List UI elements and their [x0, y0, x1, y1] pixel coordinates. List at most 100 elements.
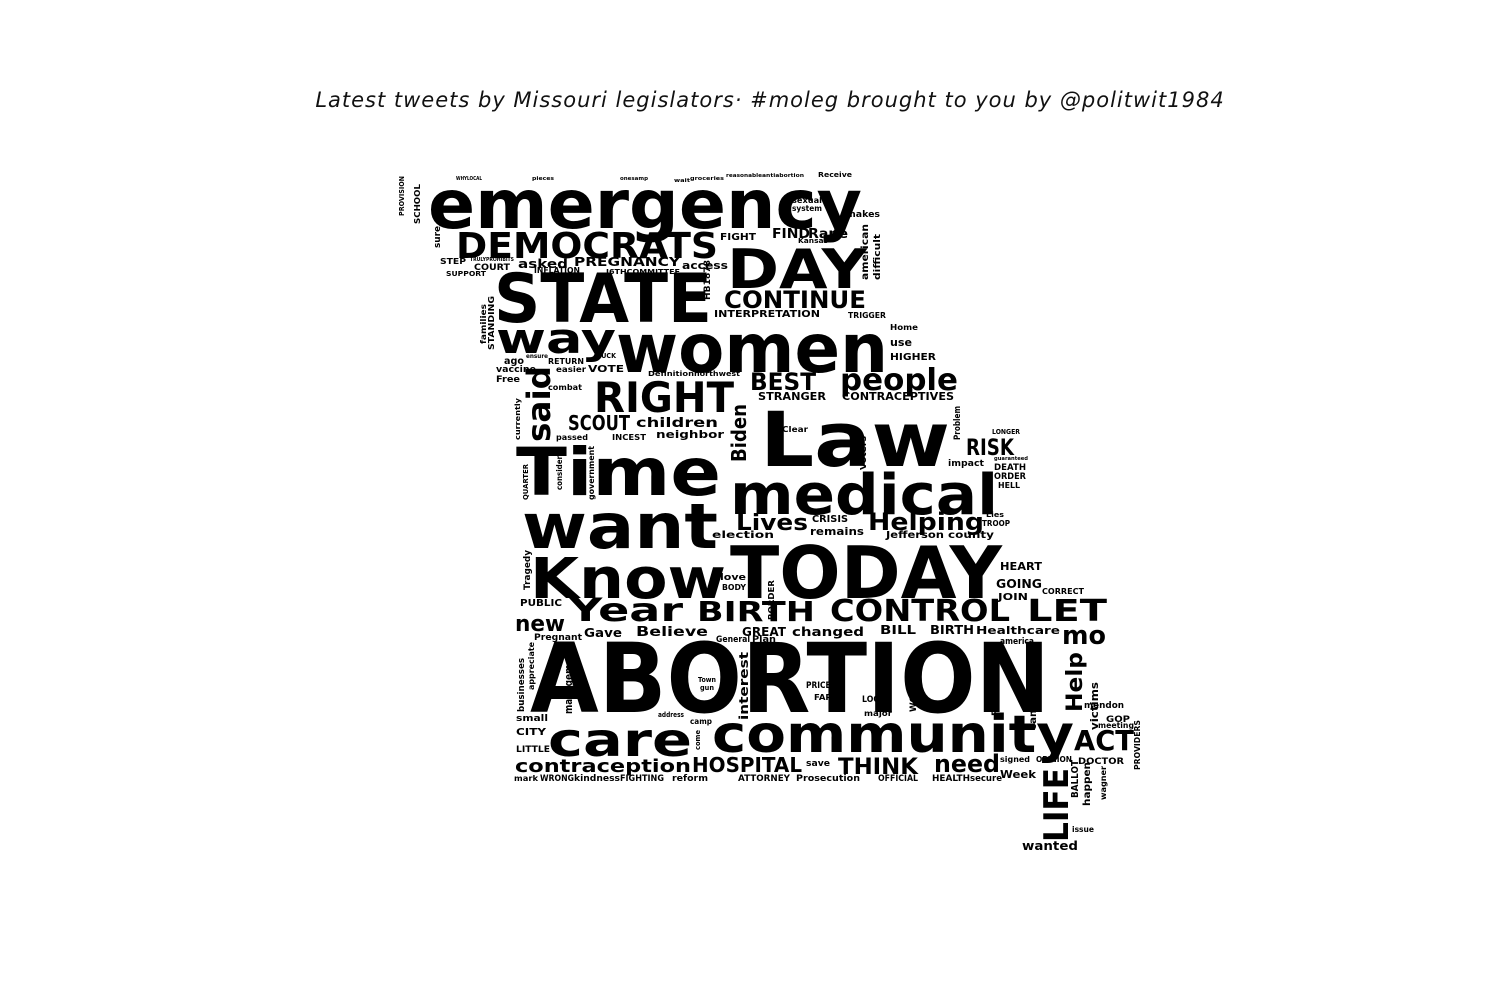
- word-combat: combat: [548, 383, 582, 392]
- word-risk: RISK: [966, 436, 1015, 461]
- word-medical: medical: [730, 463, 998, 528]
- word-campaign: campaign: [1028, 674, 1039, 730]
- word-currently: currently: [514, 397, 522, 440]
- word-general: General: [716, 635, 750, 645]
- word-crisis: CRISIS: [812, 514, 848, 525]
- word-little: LITTLE: [516, 745, 550, 755]
- word-definition: Definition: [648, 370, 694, 378]
- word-higher: HIGHER: [890, 352, 936, 363]
- word-pieces: pieces: [532, 176, 554, 182]
- word-makes: makes: [846, 210, 880, 220]
- word-state: STATE: [494, 260, 712, 339]
- word-need: need: [934, 750, 1000, 778]
- word-day: DAY: [727, 238, 868, 301]
- word-court: COURT: [474, 263, 511, 273]
- word-bill: BILL: [880, 623, 916, 637]
- word-victims: victims: [1088, 682, 1101, 730]
- word-meeting: meeting: [1098, 721, 1134, 730]
- word-stranger: STRANGER: [758, 390, 827, 403]
- word-democrats: DEMOCRATS: [456, 226, 718, 267]
- word-vaccine: vaccine: [496, 365, 536, 375]
- word-home: Home: [890, 323, 919, 332]
- word-wait: wait: [674, 178, 691, 184]
- word-support: SUPPORT: [446, 270, 486, 278]
- word-use: use: [890, 336, 912, 349]
- word-continue: CONTINUE: [724, 286, 866, 314]
- word-management: management: [562, 648, 575, 714]
- word-worked: WORKED: [909, 668, 919, 712]
- word-happen: happen: [1082, 762, 1093, 806]
- word-emergency: emergency: [428, 166, 862, 245]
- word-public: PUBLIC: [520, 598, 562, 609]
- word-onesamp: onesamp: [620, 176, 648, 182]
- word-year: Year: [568, 591, 684, 629]
- word-groceries: groceries: [690, 176, 724, 182]
- word-official: OFFICIAL: [878, 774, 918, 784]
- word-major: major: [864, 709, 892, 718]
- word-week: Week: [1000, 768, 1037, 781]
- word-sure: sure: [433, 226, 443, 248]
- word-provision: PROVISION: [398, 176, 406, 216]
- word-new: new: [515, 612, 565, 637]
- word-prices: PRICES: [806, 681, 836, 691]
- word-small: small: [516, 714, 548, 724]
- word-issue: issue: [1072, 825, 1095, 834]
- word-mark: mark: [514, 774, 539, 783]
- word-ensure: ensure: [526, 353, 548, 360]
- word-look: LOOK: [862, 695, 887, 705]
- word-mendon: mendon: [1084, 701, 1124, 711]
- word-duck: DUCK: [596, 352, 617, 360]
- word-think: THINK: [838, 755, 919, 780]
- word-rape: Rape: [808, 227, 848, 242]
- word-control: CONTROL: [830, 594, 1010, 629]
- word-death: DEATH: [994, 463, 1026, 473]
- word-women: women: [616, 310, 888, 389]
- word-address: address: [658, 711, 684, 719]
- word-asked: asked: [518, 257, 568, 271]
- word-wrong: WRONG: [540, 774, 574, 784]
- word-border: BORDER: [767, 580, 776, 620]
- word-system: system: [792, 204, 822, 213]
- word-voters: Voters: [859, 436, 868, 470]
- word-contraceptives: CONTRACEPTIVES: [842, 390, 954, 403]
- word-ballot: BALLOT: [1070, 760, 1081, 798]
- word-way: way: [496, 314, 616, 363]
- word-helping: Helping: [868, 508, 984, 536]
- word-let: LET: [1027, 594, 1108, 629]
- word-school: SCHOOL: [413, 184, 422, 224]
- word-today: TODAY: [730, 531, 1003, 615]
- word-vote: VOTE: [588, 364, 624, 375]
- word-save: save: [806, 759, 830, 769]
- word-lives: Lives: [736, 511, 808, 536]
- word-law: Law: [760, 395, 950, 484]
- word-correct: CORRECT: [1042, 587, 1085, 596]
- word-act: ACT: [1074, 724, 1134, 757]
- word-antiabortion: antiabortion: [762, 173, 805, 179]
- word-gop: GOP: [1106, 715, 1130, 725]
- word-know: Know: [530, 547, 726, 612]
- word-secure: secure: [970, 774, 1002, 784]
- word-changed: changed: [792, 625, 864, 639]
- word-hell: HELL: [998, 481, 1020, 490]
- word-providers: PROVIDERS: [1133, 720, 1142, 770]
- word-far: FAR: [814, 693, 832, 702]
- word-wanted: wanted: [1022, 839, 1078, 853]
- word-northwest: northwest: [694, 370, 741, 378]
- word-hospital: HOSPITAL: [692, 753, 802, 777]
- word-america: america: [1000, 637, 1034, 647]
- word-great: GREAT: [742, 625, 787, 639]
- word-reasonable: reasonable: [726, 173, 763, 179]
- word-consider: consider: [555, 456, 564, 490]
- word-kindness: kindness: [574, 774, 620, 784]
- word-sexual: sexual: [792, 196, 822, 205]
- word-children: children: [636, 416, 718, 431]
- page-title: Latest tweets by Missouri legislators· #…: [315, 88, 1225, 112]
- word-attorney: ATTORNEY: [738, 774, 790, 784]
- word-easier: easier: [556, 365, 586, 374]
- word-difficult: difficult: [873, 233, 883, 280]
- word-city: CITY: [516, 727, 547, 738]
- word-impact: impact: [948, 459, 985, 469]
- word-return: RETURN: [548, 357, 584, 366]
- word-lies: Lies: [986, 511, 1004, 519]
